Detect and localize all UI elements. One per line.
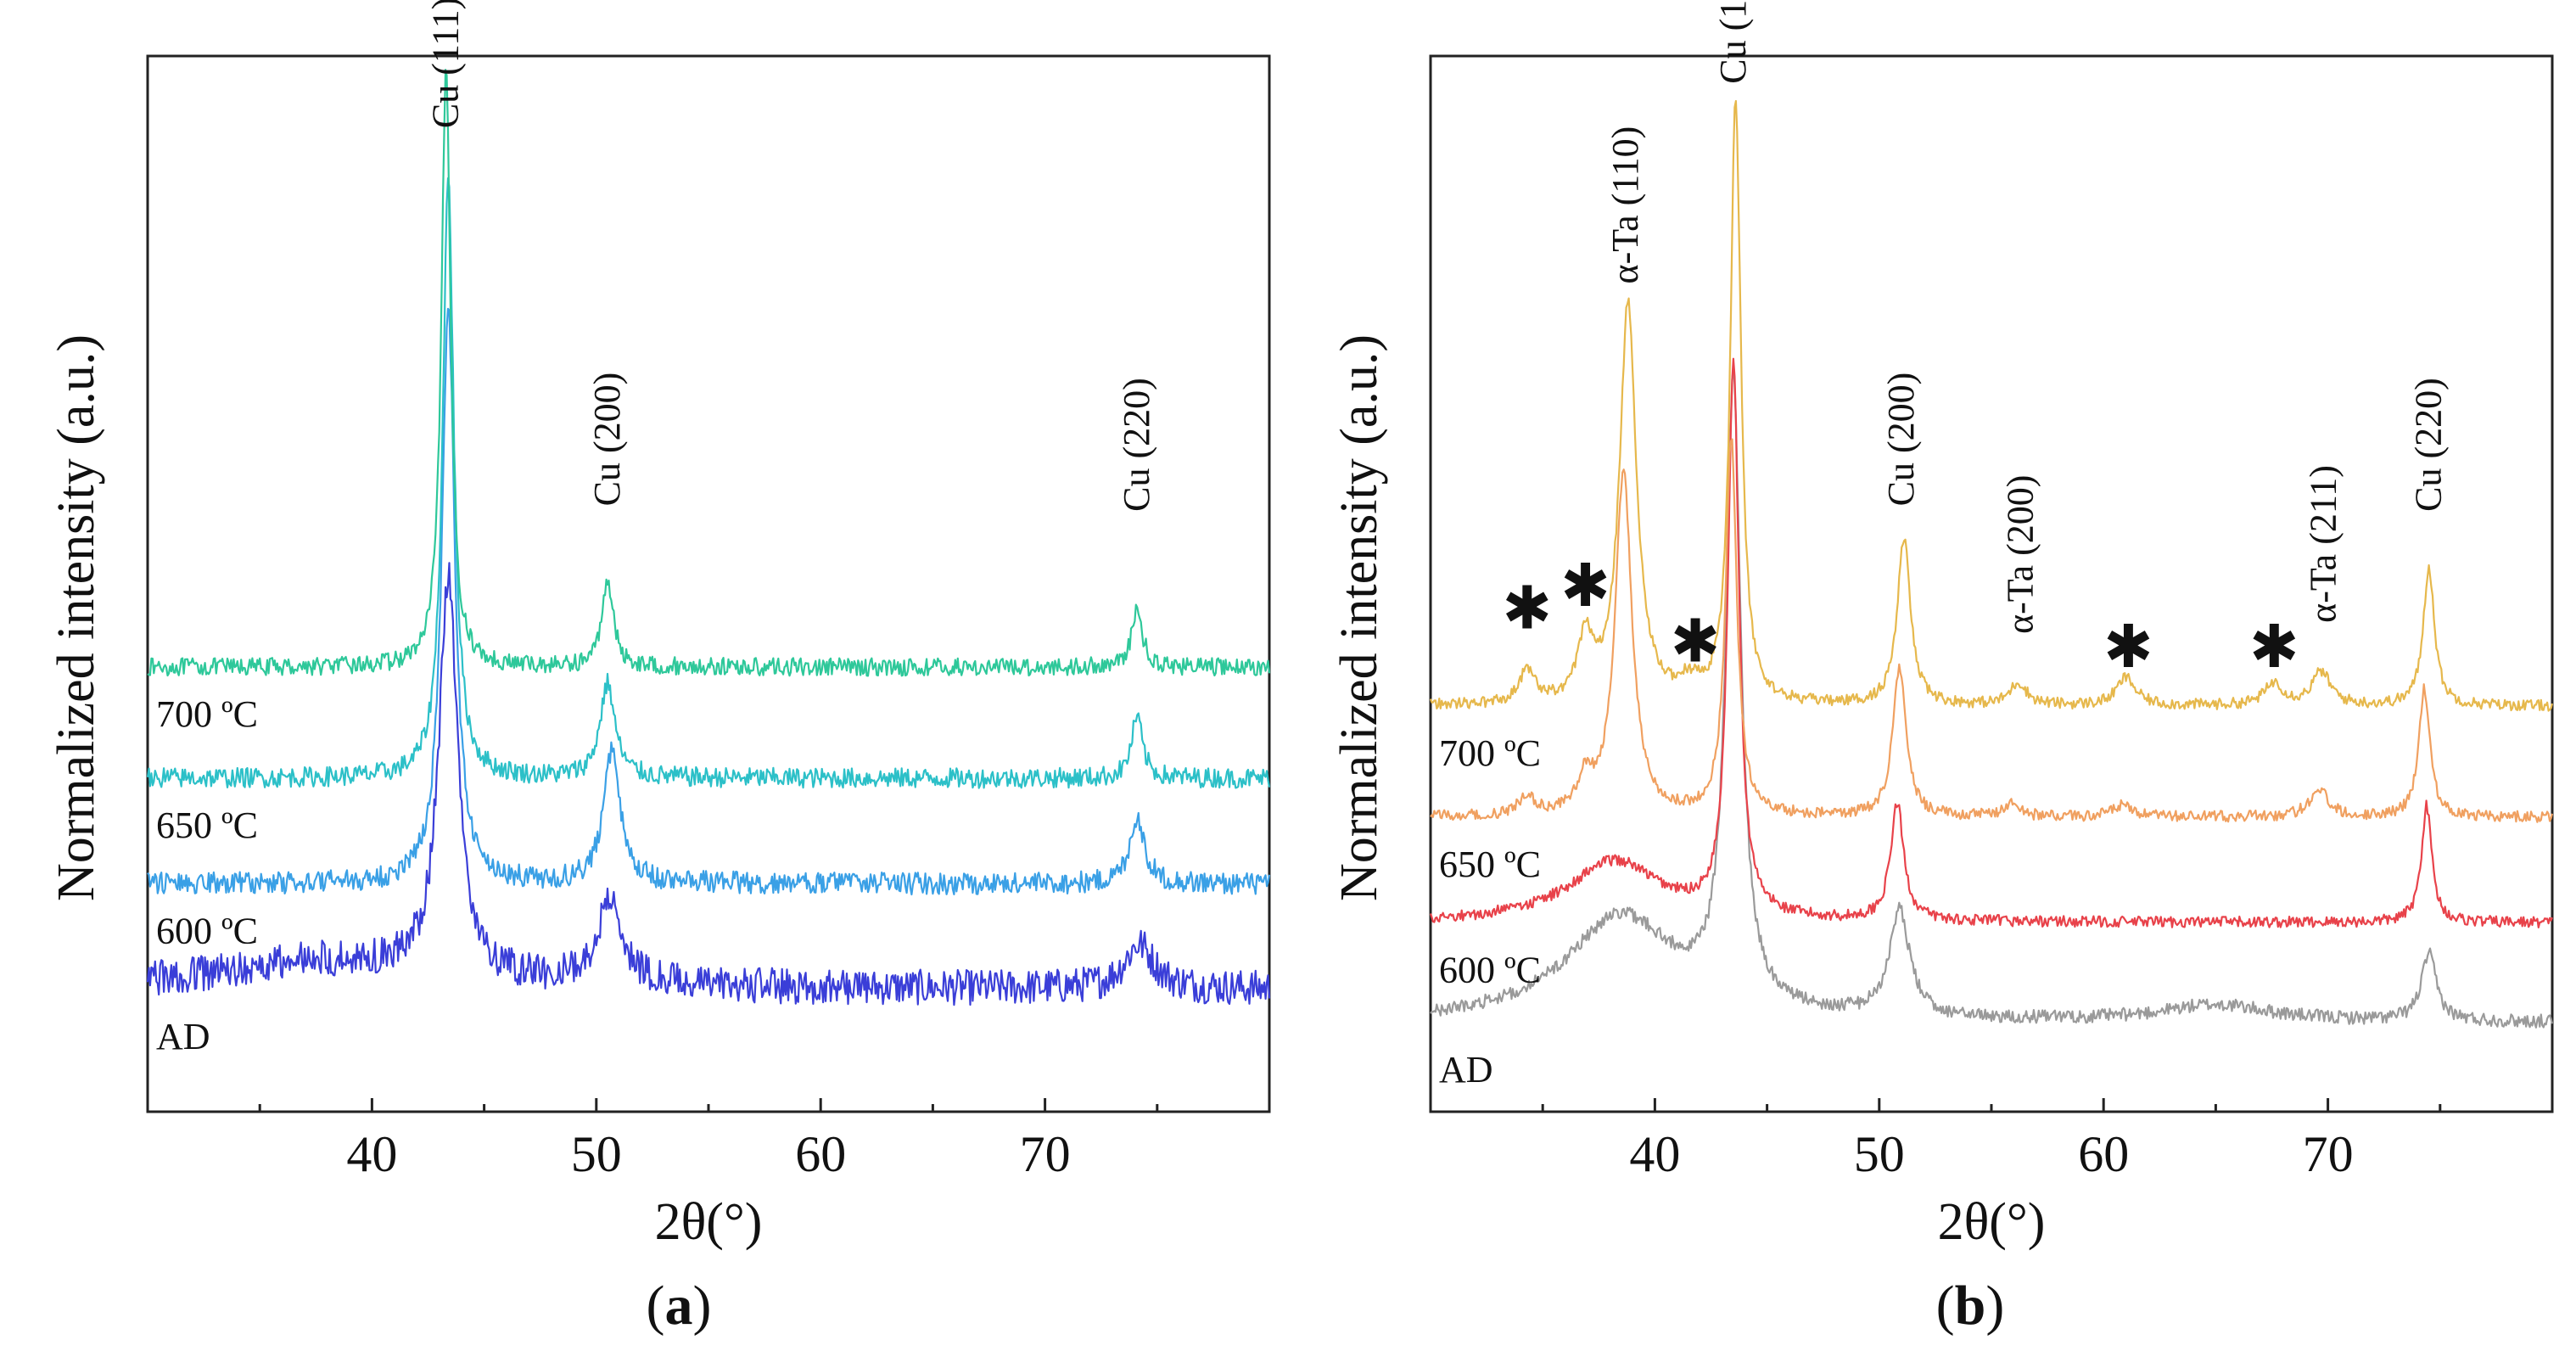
x-axis-label: 2θ(°) [1938,1193,2046,1251]
peak-annotation: Cu (220) [1116,378,1157,512]
peak-annotation: Cu (111) [1712,0,1754,84]
series-line-0 [1430,367,2554,1029]
series-label: 650 ºC [1439,844,1541,885]
plot-frame [146,54,1271,1113]
series-line-1 [1429,357,2554,928]
x-tick-label: 70 [1020,1126,1071,1182]
peak-annotation: α-Ta (200) [1999,475,2041,634]
series-line-2 [1430,438,2554,823]
series-label: 700 ºC [156,693,258,735]
y-axis-label: Normalized intensity (a.u.) [1330,334,1388,901]
x-tick-label: 40 [346,1126,397,1182]
impurity-marker: ✱ [1560,551,1610,620]
panel-label: (a) [647,1275,712,1337]
peak-annotation: Cu (220) [2408,378,2450,512]
peak-annotation: α-Ta (110) [1604,126,1646,284]
panel-label: (b) [1936,1275,2005,1337]
x-axis-label: 2θ(°) [655,1193,763,1251]
x-tick-label: 50 [571,1126,622,1182]
impurity-marker: ✱ [1671,607,1721,676]
peak-annotation: Cu (200) [586,373,628,507]
series-line-3 [147,69,1271,677]
x-tick-label: 40 [1629,1126,1680,1182]
impurity-marker: ✱ [2249,612,2299,681]
panel-a-chart: 40 50 60 70 2θ(°) Normalized intensity (a.u.)… [48,0,1271,1337]
x-tick-label: 60 [2078,1126,2129,1182]
impurity-marker: ✱ [2103,612,2153,681]
series-label: 700 ºC [1439,732,1541,774]
y-axis-label: Normalized intensity (a.u.) [48,334,105,901]
series-label: 600 ºC [1439,949,1541,990]
peak-annotation: Cu (111) [425,0,467,128]
peak-annotation: α-Ta (211) [2302,465,2344,623]
series-label: 650 ºC [156,805,258,846]
series-line-2 [146,177,1271,789]
x-tick-label: 70 [2303,1126,2354,1182]
impurity-marker: ✱ [1502,573,1552,642]
panel-b-chart: 40 50 60 70 2θ(°) Normalized intensity (a.u.)… [1330,0,2554,1337]
series-line-1 [147,307,1271,896]
series-label: AD [1439,1049,1493,1090]
x-tick-label: 60 [795,1126,846,1182]
peak-annotation: Cu (200) [1880,373,1922,507]
series-line-3 [1429,99,2554,712]
series-label: AD [156,1016,210,1057]
series-line-0 [146,562,1271,1006]
series-label: 600 ºC [156,911,258,952]
x-tick-label: 50 [1854,1126,1905,1182]
